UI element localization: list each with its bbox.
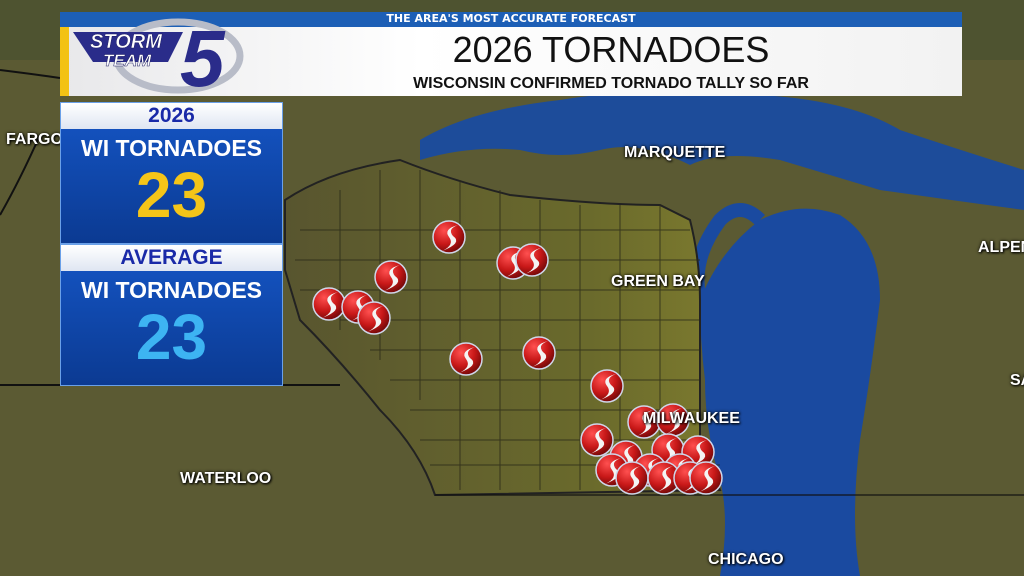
city-label-waterloo: WATERLOO xyxy=(180,470,272,487)
svg-text:STORM: STORM xyxy=(90,31,163,53)
header-banner: THE AREA'S MOST ACCURATE FORECAST STORM … xyxy=(60,12,962,96)
tagline: THE AREA'S MOST ACCURATE FORECAST xyxy=(386,12,636,25)
average-count: 23 xyxy=(135,301,208,373)
tornado-ball-icon xyxy=(615,461,649,495)
tornado-ball-icon xyxy=(357,301,391,335)
accent-bar xyxy=(60,27,69,96)
city-label-partial: SA xyxy=(1010,372,1024,389)
svg-text:5: 5 xyxy=(180,14,226,94)
tornado-count: 23 xyxy=(135,159,208,231)
tornado-ball-icon xyxy=(515,243,549,277)
page-title: 2026 TORNADOES xyxy=(452,29,770,70)
lake-michigan xyxy=(700,208,880,576)
city-label-fargo: FARGO xyxy=(6,131,63,148)
lake-superior xyxy=(420,91,1024,210)
city-label-milwaukee: MILWAUKEE xyxy=(643,410,740,427)
svg-text:TEAM: TEAM xyxy=(103,51,152,70)
tornado-ball-icon xyxy=(449,342,483,376)
city-label-alpena: ALPENA xyxy=(978,239,1024,256)
tornado-ball-icon xyxy=(522,336,556,370)
page-subtitle: WISCONSIN CONFIRMED TORNADO TALLY SO FAR xyxy=(413,75,809,92)
panel-heading: AVERAGE xyxy=(61,245,282,271)
city-label-green-bay: GREEN BAY xyxy=(611,273,705,290)
tornado-ball-icon xyxy=(312,287,346,321)
tornado-ball-icon xyxy=(689,461,723,495)
tagline-bar: THE AREA'S MOST ACCURATE FORECAST xyxy=(60,12,962,27)
storm-team-5-logo: STORM TEAM 5 xyxy=(73,14,244,94)
panel-heading: 2026 xyxy=(61,103,282,129)
tornado-ball-icon xyxy=(656,403,690,437)
city-label-chicago: CHICAGO xyxy=(708,551,784,568)
tornado-ball-icon xyxy=(580,423,614,457)
panel-label: WI TORNADOES xyxy=(80,277,263,303)
wisconsin xyxy=(284,158,722,497)
tally-panel-average: AVERAGE WI TORNADOES 23 xyxy=(60,244,283,386)
tornado-ball-icon xyxy=(374,260,408,294)
tornado-ball-icon xyxy=(432,220,466,254)
tornado-ball-icon xyxy=(590,369,624,403)
city-label-marquette: MARQUETTE xyxy=(624,144,726,161)
tally-panel-2026: 2026 WI TORNADOES 23 xyxy=(60,102,283,244)
panel-label: WI TORNADOES xyxy=(80,135,263,161)
